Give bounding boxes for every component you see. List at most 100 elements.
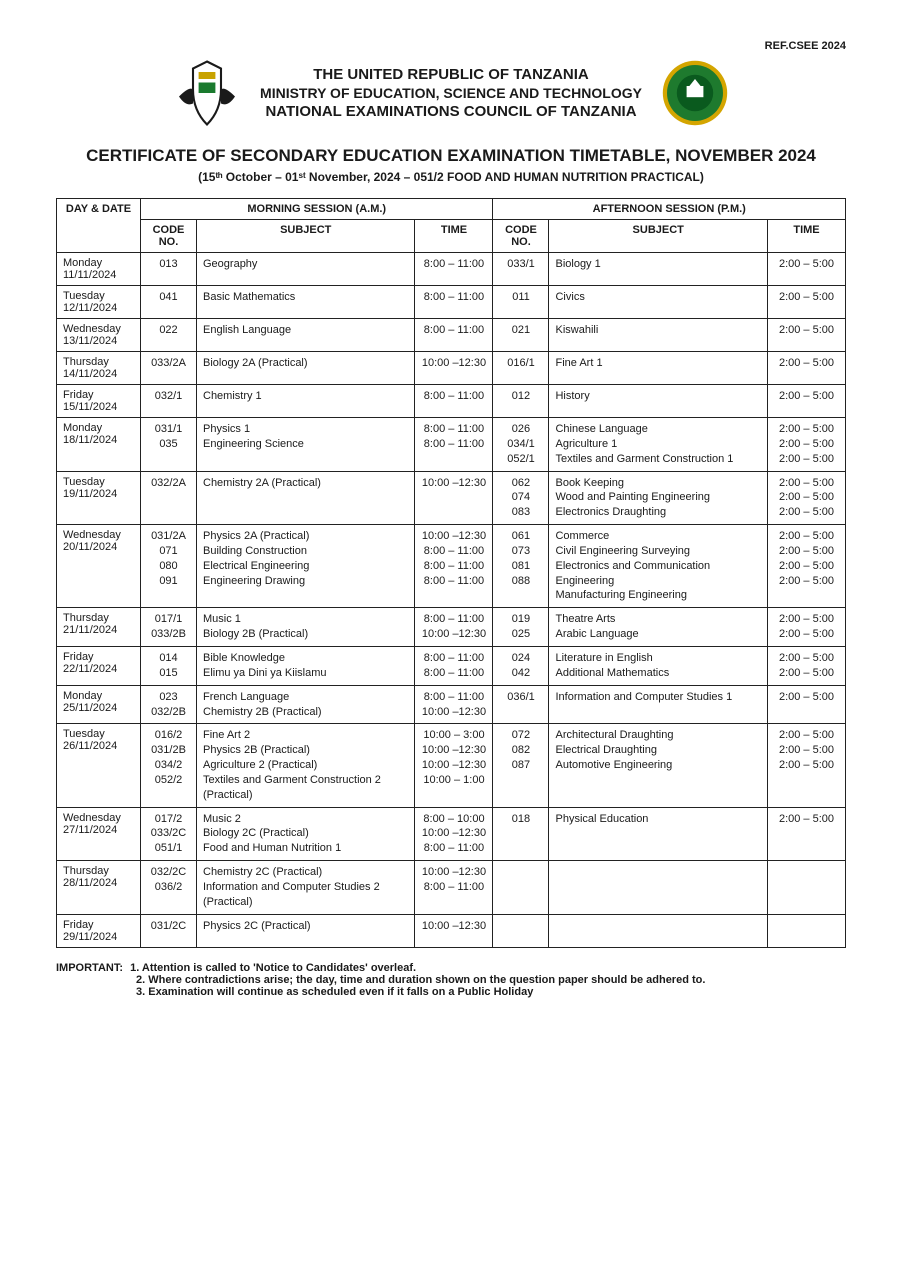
- am-time: 8:00 – 11:008:00 – 11:00: [415, 646, 493, 685]
- daydate-cell: Wednesday27/11/2024: [57, 807, 141, 861]
- daydate-cell: Thursday14/11/2024: [57, 352, 141, 385]
- pm-subject: Theatre ArtsArabic Language: [549, 608, 767, 647]
- pm-code: 016/1: [493, 352, 549, 385]
- am-code: 016/2031/2B034/2052/2: [141, 724, 197, 807]
- pm-subject: Civics: [549, 286, 767, 319]
- am-time: 8:00 – 11:0010:00 –12:30: [415, 685, 493, 724]
- document-header: THE UNITED REPUBLIC OF TANZANIA MINISTRY…: [56, 58, 846, 128]
- pm-subject: [549, 861, 767, 915]
- daydate-cell: Monday11/11/2024: [57, 253, 141, 286]
- am-time: 10:00 –12:308:00 – 11:008:00 – 11:008:00…: [415, 525, 493, 608]
- daydate-cell: Thursday28/11/2024: [57, 861, 141, 915]
- am-subject: Basic Mathematics: [197, 286, 415, 319]
- am-subject: English Language: [197, 319, 415, 352]
- table-row: Tuesday26/11/2024016/2031/2B034/2052/2Fi…: [57, 724, 846, 807]
- header-line-2: MINISTRY OF EDUCATION, SCIENCE AND TECHN…: [260, 85, 642, 101]
- pm-code: 021: [493, 319, 549, 352]
- am-time: 10:00 –12:308:00 – 11:00: [415, 861, 493, 915]
- daydate-cell: Friday22/11/2024: [57, 646, 141, 685]
- pm-subject: Physical Education: [549, 807, 767, 861]
- daydate-cell: Tuesday12/11/2024: [57, 286, 141, 319]
- important-item-1: 1. Attention is called to 'Notice to Can…: [130, 962, 416, 974]
- pm-code: 061073081088: [493, 525, 549, 608]
- table-row: Monday25/11/2024023032/2BFrench Language…: [57, 685, 846, 724]
- pm-time: 2:00 – 5:00: [767, 807, 845, 861]
- am-time: 8:00 – 11:00: [415, 253, 493, 286]
- important-notes: IMPORTANT: 1. Attention is called to 'No…: [56, 962, 846, 998]
- am-time: 10:00 –12:30: [415, 471, 493, 525]
- pm-code: [493, 914, 549, 947]
- daydate-cell: Monday25/11/2024: [57, 685, 141, 724]
- pm-time: 2:00 – 5:00: [767, 286, 845, 319]
- am-time: 8:00 – 10:0010:00 –12:308:00 – 11:00: [415, 807, 493, 861]
- pm-code: 026034/1052/1: [493, 418, 549, 472]
- am-subject: Biology 2A (Practical): [197, 352, 415, 385]
- am-subject: Geography: [197, 253, 415, 286]
- pm-code: 024042: [493, 646, 549, 685]
- pm-subject: Kiswahili: [549, 319, 767, 352]
- am-subject: French LanguageChemistry 2B (Practical): [197, 685, 415, 724]
- am-code: 032/2A: [141, 471, 197, 525]
- pm-subject: Architectural DraughtingElectrical Draug…: [549, 724, 767, 807]
- am-subject: Chemistry 1: [197, 385, 415, 418]
- col-daydate: DAY & DATE: [57, 199, 141, 253]
- daydate-cell: Friday15/11/2024: [57, 385, 141, 418]
- am-time: 10:00 –12:30: [415, 352, 493, 385]
- am-subject: Fine Art 2Physics 2B (Practical)Agricult…: [197, 724, 415, 807]
- pm-code: 062074083: [493, 471, 549, 525]
- reference-code: REF.CSEE 2024: [56, 40, 846, 52]
- am-code: 041: [141, 286, 197, 319]
- am-time: 8:00 – 11:0010:00 –12:30: [415, 608, 493, 647]
- pm-time: 2:00 – 5:002:00 – 5:002:00 – 5:00: [767, 724, 845, 807]
- am-subject: Bible KnowledgeElimu ya Dini ya Kiislamu: [197, 646, 415, 685]
- table-row: Tuesday19/11/2024032/2AChemistry 2A (Pra…: [57, 471, 846, 525]
- table-row: Thursday14/11/2024033/2ABiology 2A (Prac…: [57, 352, 846, 385]
- pm-time: [767, 914, 845, 947]
- pm-time: 2:00 – 5:002:00 – 5:00: [767, 646, 845, 685]
- am-subject: Music 1Biology 2B (Practical): [197, 608, 415, 647]
- col-am-subject: SUBJECT: [197, 220, 415, 253]
- col-am-time: TIME: [415, 220, 493, 253]
- pm-subject: Biology 1: [549, 253, 767, 286]
- coat-of-arms-icon: [172, 58, 242, 128]
- pm-code: 072082087: [493, 724, 549, 807]
- necta-seal-icon: [660, 58, 730, 128]
- table-row: Friday22/11/2024014015Bible KnowledgeEli…: [57, 646, 846, 685]
- table-row: Monday11/11/2024013Geography8:00 – 11:00…: [57, 253, 846, 286]
- table-row: Monday18/11/2024031/1035Physics 1Enginee…: [57, 418, 846, 472]
- daydate-cell: Friday29/11/2024: [57, 914, 141, 947]
- pm-subject: Literature in EnglishAdditional Mathemat…: [549, 646, 767, 685]
- pm-time: [767, 861, 845, 915]
- pm-subject: Information and Computer Studies 1: [549, 685, 767, 724]
- pm-time: 2:00 – 5:002:00 – 5:002:00 – 5:00: [767, 418, 845, 472]
- col-pm-subject: SUBJECT: [549, 220, 767, 253]
- pm-time: 2:00 – 5:002:00 – 5:00: [767, 608, 845, 647]
- col-am-session: MORNING SESSION (A.M.): [141, 199, 493, 220]
- am-subject: Physics 2A (Practical)Building Construct…: [197, 525, 415, 608]
- table-row: Thursday21/11/2024017/1033/2BMusic 1Biol…: [57, 608, 846, 647]
- am-time: 8:00 – 11:00: [415, 385, 493, 418]
- table-row: Friday15/11/2024032/1Chemistry 18:00 – 1…: [57, 385, 846, 418]
- col-pm-code: CODE NO.: [493, 220, 549, 253]
- pm-subject: History: [549, 385, 767, 418]
- am-subject: Chemistry 2A (Practical): [197, 471, 415, 525]
- pm-subject: [549, 914, 767, 947]
- am-code: 033/2A: [141, 352, 197, 385]
- document-subtitle: (15ᵗʰ October – 01ˢᵗ November, 2024 – 05…: [56, 170, 846, 184]
- pm-code: 033/1: [493, 253, 549, 286]
- pm-subject: CommerceCivil Engineering SurveyingElect…: [549, 525, 767, 608]
- pm-time: 2:00 – 5:002:00 – 5:002:00 – 5:00: [767, 471, 845, 525]
- document-title: CERTIFICATE OF SECONDARY EDUCATION EXAMI…: [56, 146, 846, 166]
- am-code: 017/2033/2C051/1: [141, 807, 197, 861]
- exam-timetable: DAY & DATE MORNING SESSION (A.M.) AFTERN…: [56, 198, 846, 948]
- daydate-cell: Wednesday20/11/2024: [57, 525, 141, 608]
- important-item-2: 2. Where contradictions arise; the day, …: [136, 974, 846, 986]
- important-item-3: 3. Examination will continue as schedule…: [136, 986, 846, 998]
- pm-subject: Chinese LanguageAgriculture 1Textiles an…: [549, 418, 767, 472]
- am-code: 031/1035: [141, 418, 197, 472]
- pm-time: 2:00 – 5:00: [767, 253, 845, 286]
- pm-time: 2:00 – 5:002:00 – 5:002:00 – 5:002:00 – …: [767, 525, 845, 608]
- am-time: 8:00 – 11:00: [415, 286, 493, 319]
- am-code: 032/2C036/2: [141, 861, 197, 915]
- daydate-cell: Tuesday19/11/2024: [57, 471, 141, 525]
